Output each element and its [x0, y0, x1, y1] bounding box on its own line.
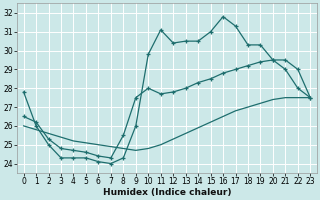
- X-axis label: Humidex (Indice chaleur): Humidex (Indice chaleur): [103, 188, 231, 197]
